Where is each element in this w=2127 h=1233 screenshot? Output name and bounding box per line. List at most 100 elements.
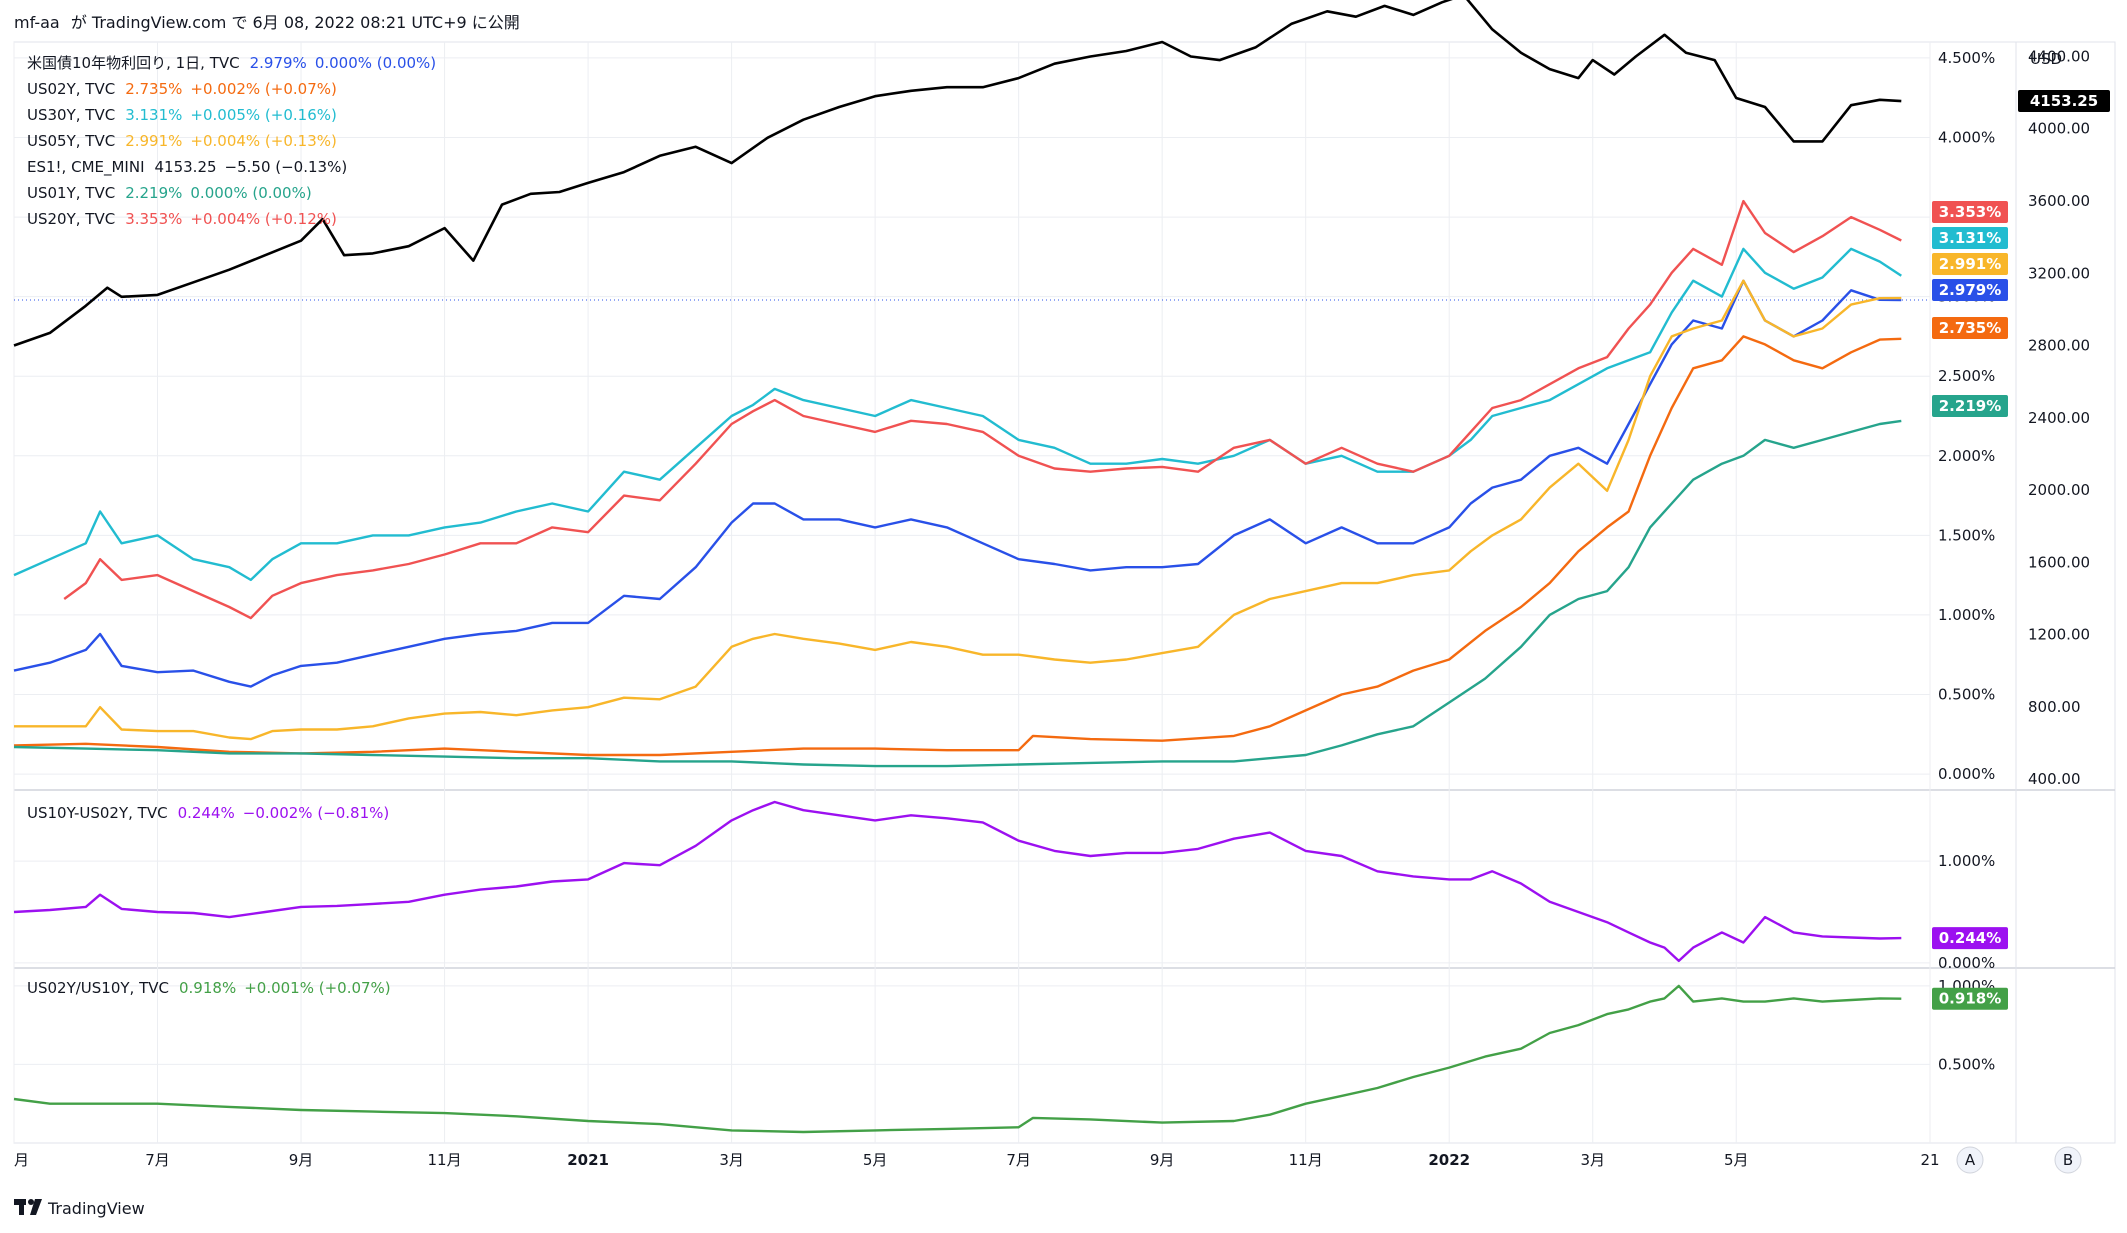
time-tick-label: 2022 [1428, 1151, 1470, 1169]
chart-frame [13, 41, 2116, 1144]
price-tag-label: 3.353% [1939, 203, 2001, 221]
legend-item-value: 4153.25 [155, 158, 217, 176]
series-line-5 [13, 335, 1902, 757]
price-tick-label: 400.00 [2028, 770, 2081, 788]
price-tag-label: 3.131% [1939, 229, 2001, 247]
es-price-tag-label: 4153.25 [2030, 92, 2098, 110]
header-caption: mf-aa が TradingView.com で 6月 08, 2022 08… [14, 13, 520, 32]
price-tick-label: 4000.00 [2028, 120, 2090, 138]
legend-item-change: −5.50 (−0.13%) [225, 158, 348, 176]
legend-item-change: 0.000% (0.00%) [190, 184, 311, 202]
publish-caption: が TradingView.com で 6月 08, 2022 08:21 UT… [71, 13, 520, 32]
time-tick-label: 7月 [1006, 1151, 1031, 1169]
legend-item-value: 3.353% [125, 210, 182, 228]
price-tag-label: 2.991% [1939, 255, 2001, 273]
price-tick-label: 4400.00 [2028, 47, 2090, 65]
ratio-series-line [13, 984, 1902, 1134]
price-tag-label: 2.979% [1939, 281, 2001, 299]
chart-border [13, 41, 2116, 1144]
price-tick-label: 2800.00 [2028, 337, 2090, 355]
percent-tick-label: 2.500% [1938, 367, 1995, 385]
percent-tick-label: 1.000% [1938, 606, 1995, 624]
percent-tick-label: 4.500% [1938, 49, 1995, 67]
percent-tick-label: 1.500% [1938, 526, 1995, 544]
legend-item-name: US01Y, TVC [27, 184, 115, 202]
legend-item: US20Y, TVC 3.353% +0.004% (+0.12%) [27, 210, 337, 228]
es-price-tag-bg [2018, 90, 2110, 113]
tradingview-logo[interactable]: TradingView [14, 1199, 145, 1218]
time-tick-label: 11月 [428, 1151, 462, 1169]
time-tick-label: 7月 [145, 1151, 170, 1169]
time-tick-label: 11月 [1289, 1151, 1323, 1169]
price-tick-label: 3600.00 [2028, 192, 2090, 210]
price-tag-bg [1932, 253, 2008, 275]
currency-label: USD [2030, 50, 2062, 68]
legend-ratio: US02Y/US10Y, TVC 0.918% +0.001% (+0.07%) [27, 979, 391, 997]
ratio-tick-label: 0.500% [1938, 1055, 1995, 1073]
legend-spread-item-change: −0.002% (−0.81%) [243, 804, 389, 822]
legend-item-change: +0.002% (+0.07%) [190, 80, 336, 98]
legend-item-value: 3.131% [125, 106, 182, 124]
price-tick-label: 2000.00 [2028, 481, 2090, 499]
legend-item-change: 0.000% (0.00%) [315, 54, 436, 72]
price-tick-label: 800.00 [2028, 698, 2081, 716]
legend-item-change: +0.004% (+0.12%) [190, 210, 336, 228]
time-tick-label: 5月 [1724, 1151, 1749, 1169]
legend-item-name: 米国債10年物利回り, 1日, TVC [27, 54, 240, 72]
legend-ratio-item-change: +0.001% (+0.07%) [244, 979, 390, 997]
legend-ratio-item: US02Y/US10Y, TVC 0.918% +0.001% (+0.07%) [27, 979, 391, 997]
grid-lines [13, 42, 1931, 1143]
legend-main: 米国債10年物利回り, 1日, TVC 2.979% 0.000% (0.00%)U… [27, 54, 436, 228]
time-axis[interactable]: 月 7月 9月 11月 2021 3月 5月 7月 9月 11月 2022 3月 5月 21 [14, 1151, 1940, 1169]
legend-item-name: US20Y, TVC [27, 210, 115, 228]
spread-tick-label: 0.000% [1938, 954, 1995, 972]
price-tag-label: 2.735% [1939, 319, 2001, 337]
log-scale-label: B [2063, 1151, 2073, 1169]
legend-item: US02Y, TVC 2.735% +0.002% (+0.07%) [27, 80, 337, 98]
price-tags: 3.353% 3.131% 2.991% 2.979% 2.735% 2.219% 4153… [1932, 90, 2110, 1010]
legend-item-change: +0.005% (+0.16%) [190, 106, 336, 124]
auto-scale-button[interactable]: A [1956, 1146, 1984, 1174]
time-tick-label: 月 [14, 1151, 29, 1169]
time-tick-label: 3月 [719, 1151, 744, 1169]
price-tag-label: 2.219% [1939, 397, 2001, 415]
legend-ratio-item-value: 0.918% [179, 979, 236, 997]
time-tick-label: 2021 [567, 1151, 609, 1169]
legend-item-value: 2.219% [125, 184, 182, 202]
spread-series-line [13, 800, 1902, 963]
legend-spread-item-value: 0.244% [178, 804, 235, 822]
spread-price-tag-bg [1932, 927, 2008, 950]
publisher-name[interactable]: mf-aa [14, 13, 60, 32]
legend-item: US01Y, TVC 2.219% 0.000% (0.00%) [27, 184, 312, 202]
legend-ratio-item-name: US02Y/US10Y, TVC [27, 979, 169, 997]
price-tick-label: 2400.00 [2028, 409, 2090, 427]
price-tag-bg [1932, 201, 2008, 223]
auto-scale-label: A [1965, 1151, 1976, 1169]
ratio-pane-series [13, 984, 1902, 1134]
price-tag-bg [1932, 227, 2008, 249]
legend-item-value: 2.979% [250, 54, 307, 72]
percent-tick-label: 4.000% [1938, 128, 1995, 146]
tradingview-logo-icon [14, 1199, 42, 1215]
time-tick-label: 9月 [289, 1151, 314, 1169]
series-line-3 [13, 279, 1902, 688]
price-tag-bg [1932, 317, 2008, 339]
spread-tick-label: 1.000% [1938, 852, 1995, 870]
legend-item-name: ES1!, CME_MINI [27, 158, 145, 177]
price-tag-bg [1932, 279, 2008, 301]
legend-spread-item: US10Y-US02Y, TVC 0.244% −0.002% (−0.81%) [27, 804, 389, 822]
price-tag-bg [1932, 395, 2008, 417]
spread-axis[interactable]: 1.000% 0.000% [1938, 852, 1995, 972]
tradingview-logo-text: TradingView [47, 1199, 145, 1218]
time-tick-label: 9月 [1150, 1151, 1175, 1169]
log-scale-button[interactable]: B [2054, 1146, 2082, 1174]
legend-item: US30Y, TVC 3.131% +0.005% (+0.16%) [27, 106, 337, 124]
series-line-1 [13, 247, 1902, 582]
main-pane-series [13, 0, 1930, 768]
legend-item-change: +0.004% (+0.13%) [190, 132, 336, 150]
legend-item-name: US02Y, TVC [27, 80, 115, 98]
series-line-0 [13, 0, 1902, 347]
legend-spread: US10Y-US02Y, TVC 0.244% −0.002% (−0.81%) [27, 804, 389, 822]
percent-tick-label: 0.500% [1938, 686, 1995, 704]
